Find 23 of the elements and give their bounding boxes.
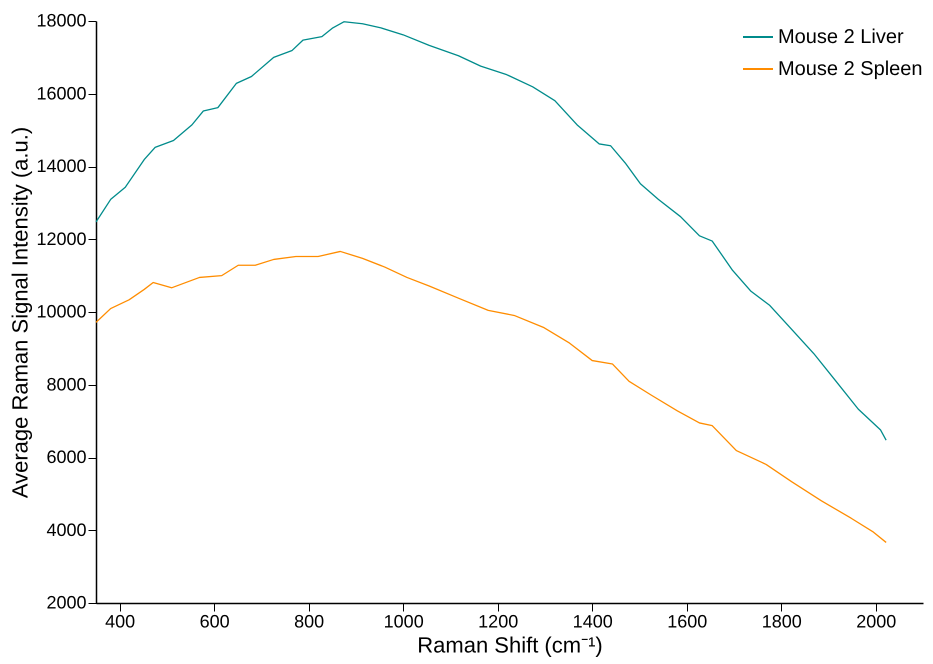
y-tick-label: 4000 — [46, 520, 86, 540]
x-tick-label: 1400 — [572, 612, 613, 632]
legend-label: Mouse 2 Spleen — [778, 58, 923, 80]
x-tick-label: 400 — [105, 612, 136, 632]
y-tick-label: 8000 — [46, 374, 86, 394]
x-tick-label: 600 — [200, 612, 230, 632]
legend-label: Mouse 2 Liver — [778, 26, 904, 48]
x-tick-label: 1200 — [478, 612, 518, 632]
y-tick-label: 14000 — [36, 156, 86, 176]
y-tick-label: 2000 — [46, 592, 86, 612]
x-tick-label: 2000 — [856, 612, 896, 632]
y-tick-label: 12000 — [36, 228, 86, 249]
x-axis-title: Raman Shift (cm⁻¹) — [417, 632, 603, 658]
y-axis-title: Average Raman Signal Intensity (a.u.) — [7, 126, 32, 498]
y-tick-label: 6000 — [46, 447, 86, 467]
x-tick-label: 1600 — [667, 612, 708, 632]
y-tick-label: 10000 — [36, 302, 86, 322]
line-series — [95, 250, 887, 544]
x-tick-label: 1800 — [762, 612, 802, 632]
y-tick-label: 16000 — [36, 83, 86, 104]
y-tick-label: 18000 — [36, 10, 86, 30]
x-tick-label: 800 — [294, 612, 324, 632]
x-tick-label: 1000 — [384, 612, 424, 632]
